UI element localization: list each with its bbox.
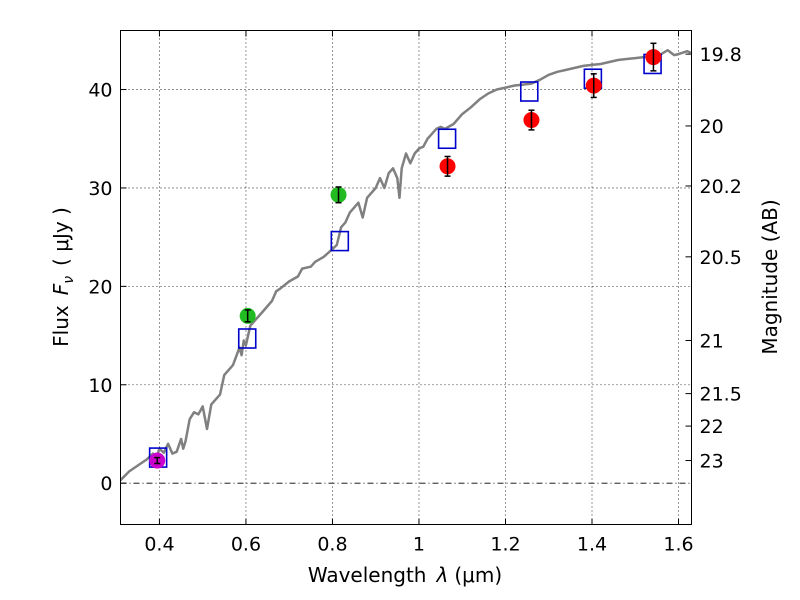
model-point xyxy=(437,128,457,150)
magnitude-tick-label: 20.2 xyxy=(700,176,742,198)
y-axis-title-word: Flux xyxy=(49,305,73,347)
plot-series-group xyxy=(120,42,692,482)
magnitude-tick-label: 21 xyxy=(700,330,724,352)
y-axis-title-symbol: F xyxy=(49,283,73,295)
magnitude-tick-label: 20 xyxy=(700,116,724,138)
model-spectrum-line xyxy=(120,48,692,482)
y-tick-label: 20 xyxy=(88,276,112,298)
magnitude-tick-label: 20.5 xyxy=(700,247,742,269)
magnitude-tick-label: 19.8 xyxy=(700,44,742,66)
x-tick-label: 1.6 xyxy=(663,534,693,556)
x-axis-title-unit: (μm) xyxy=(454,563,502,587)
axis-ticks xyxy=(120,30,692,525)
magnitude-tick-label: 23 xyxy=(700,451,724,473)
x-axis-title-symbol: λ xyxy=(436,563,449,587)
magnitude-tick-label: 21.5 xyxy=(700,384,742,406)
x-axis-title: Wavelength λ (μm) xyxy=(308,563,502,587)
grid xyxy=(120,30,692,525)
tick-labels: 0.4 0.6 0.8 1 1.2 1.4 1.6 0 10 20 30 40 19.8 20 20.2 20… xyxy=(88,44,742,555)
y-tick-label: 40 xyxy=(88,80,112,102)
y-axis-title: Flux Fν ( μJy ) xyxy=(49,207,77,347)
x-tick-label: 0.6 xyxy=(231,534,261,556)
x-tick-label: 0.8 xyxy=(317,534,347,556)
y-axis-title-subscript: ν xyxy=(61,276,77,284)
y-tick-label: 30 xyxy=(88,178,112,200)
x-tick-label: 1.4 xyxy=(577,534,607,556)
magnitude-tick-label: 22 xyxy=(700,416,724,438)
x-axis-title-word: Wavelength xyxy=(308,563,427,587)
y-tick-label: 0 xyxy=(100,473,112,495)
x-tick-label: 1.2 xyxy=(490,534,520,556)
model-point xyxy=(237,328,257,349)
model-point xyxy=(519,81,539,102)
y-tick-label: 10 xyxy=(88,375,112,397)
x-tick-label: 1 xyxy=(413,534,425,556)
plot-area xyxy=(120,42,692,482)
plot-frame xyxy=(120,30,692,525)
model-point xyxy=(330,230,350,252)
x-tick-label: 0.4 xyxy=(144,534,174,556)
y-axis-title-unit: ( μJy ) xyxy=(49,207,73,266)
right-axis-title: Magnitude (AB) xyxy=(758,199,782,354)
